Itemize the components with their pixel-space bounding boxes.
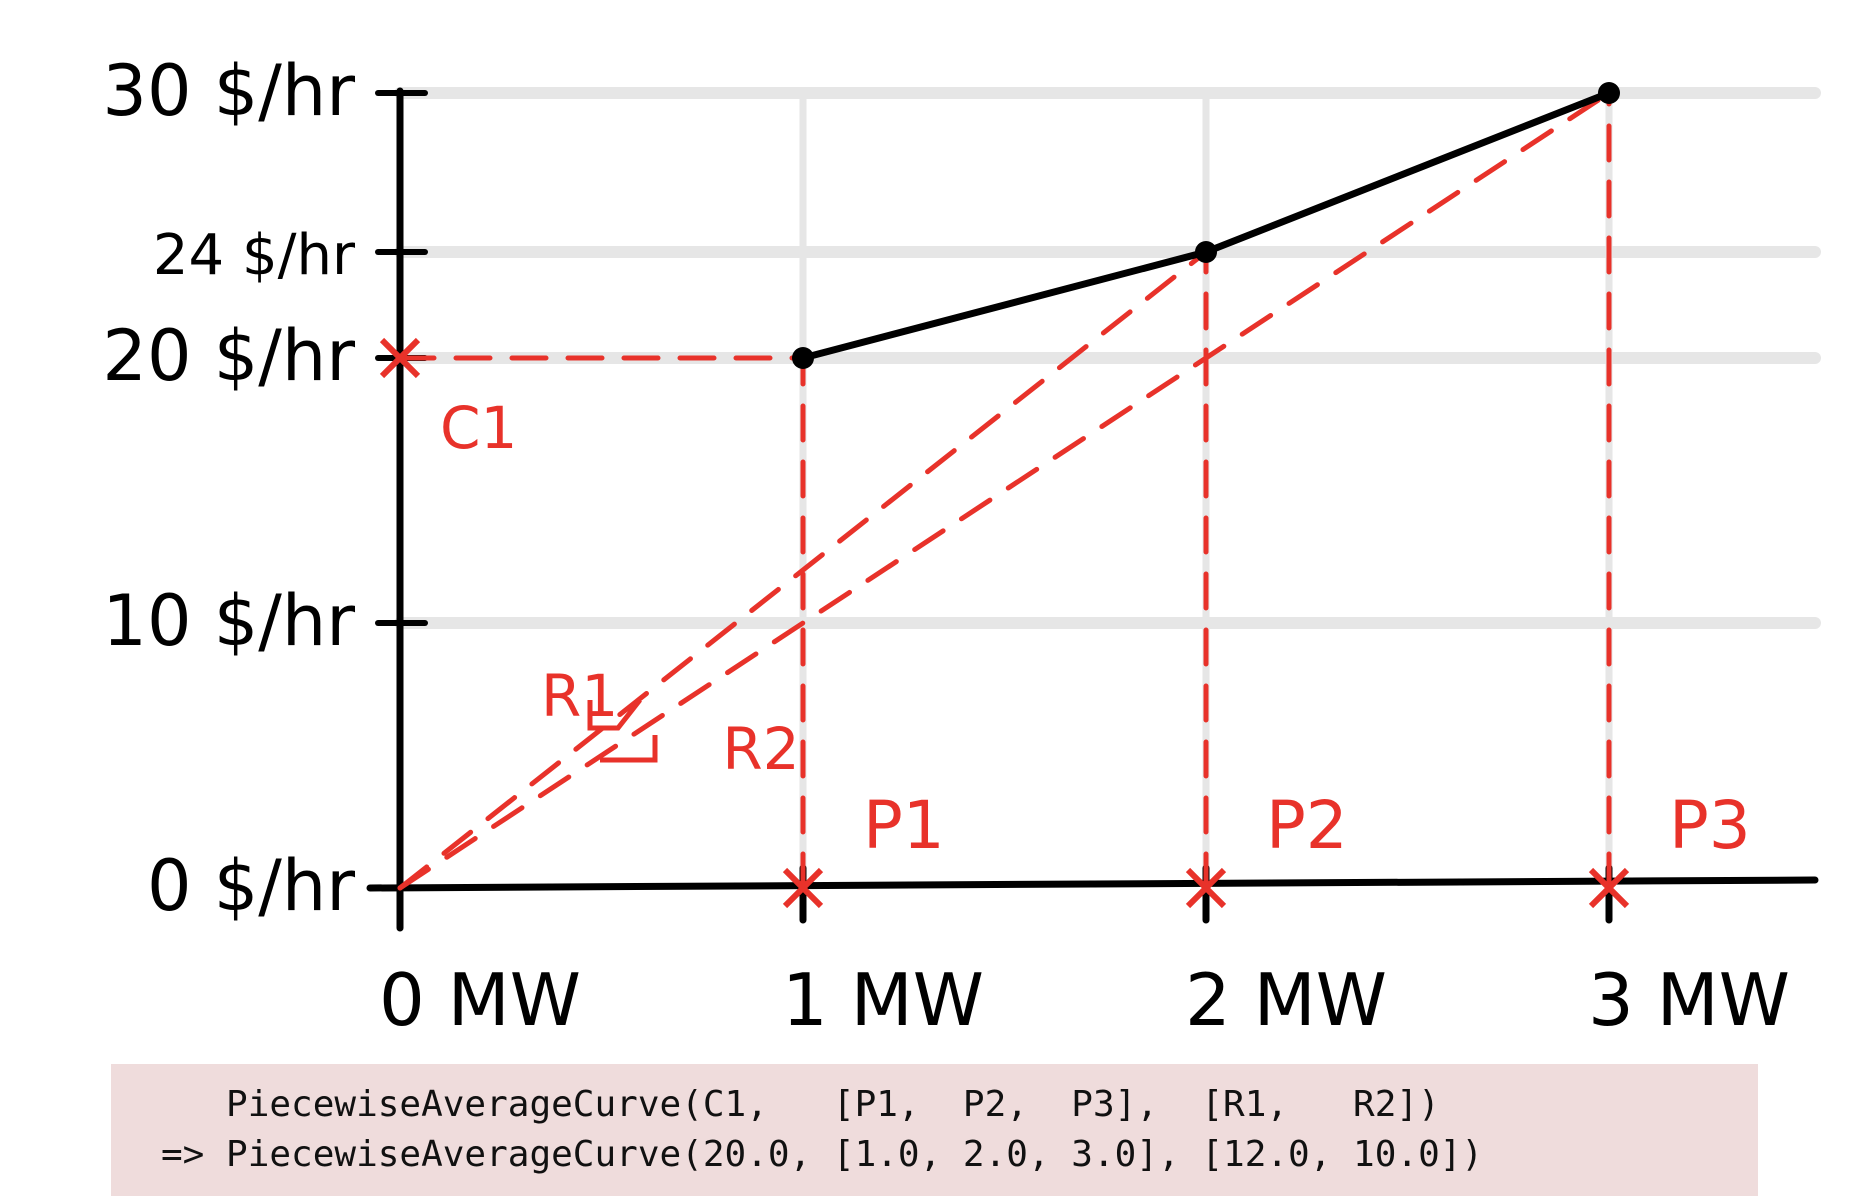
- code-caption: PiecewiseAverageCurve(C1, [P1, P2, P3], …: [111, 1064, 1758, 1196]
- slope-marker-r2: [600, 735, 658, 763]
- data-point: [1195, 241, 1217, 263]
- slope-marker-r1: [587, 698, 642, 731]
- y-tick-label: 0 $/hr: [147, 845, 355, 927]
- annotation-p1: P1: [863, 787, 945, 864]
- x-tick-label: 1 MW: [782, 958, 984, 1042]
- x-marker-c1: [379, 337, 421, 379]
- code-line-1: PiecewiseAverageCurve(C1, [P1, P2, P3], …: [161, 1084, 1440, 1125]
- annotation-r2: R2: [722, 715, 799, 783]
- guide-r1-slope: [397, 249, 1209, 891]
- y-tick-label: 30 $/hr: [102, 50, 355, 132]
- x-tick-label: 2 MW: [1185, 958, 1387, 1042]
- annotation-r1: R1: [541, 662, 618, 730]
- cost-curve-diagram: 0 $/hr 10 $/hr 20 $/hr 24 $/hr 30 $/hr 0 MW 1 …: [102, 50, 1821, 1042]
- x-tick-label: 3 MW: [1588, 958, 1790, 1042]
- annotation-p2: P2: [1266, 787, 1348, 864]
- x-marker-p2: [1185, 867, 1227, 909]
- y-tick-label: 24 $/hr: [153, 223, 356, 288]
- data-point: [1598, 82, 1620, 104]
- y-tick-label: 20 $/hr: [102, 315, 355, 397]
- annotation-c1: C1: [440, 394, 517, 462]
- x-marker-p3: [1588, 867, 1630, 909]
- data-point: [792, 347, 814, 369]
- y-tick-label: 10 $/hr: [102, 580, 355, 662]
- x-tick-label: 0 MW: [379, 958, 581, 1042]
- x-axis: [366, 876, 1819, 892]
- annotation-p3: P3: [1669, 787, 1751, 864]
- x-marker-p1: [782, 867, 824, 909]
- guide-r2-slope: [397, 90, 1612, 891]
- code-line-2: => PiecewiseAverageCurve(20.0, [1.0, 2.0…: [161, 1134, 1484, 1175]
